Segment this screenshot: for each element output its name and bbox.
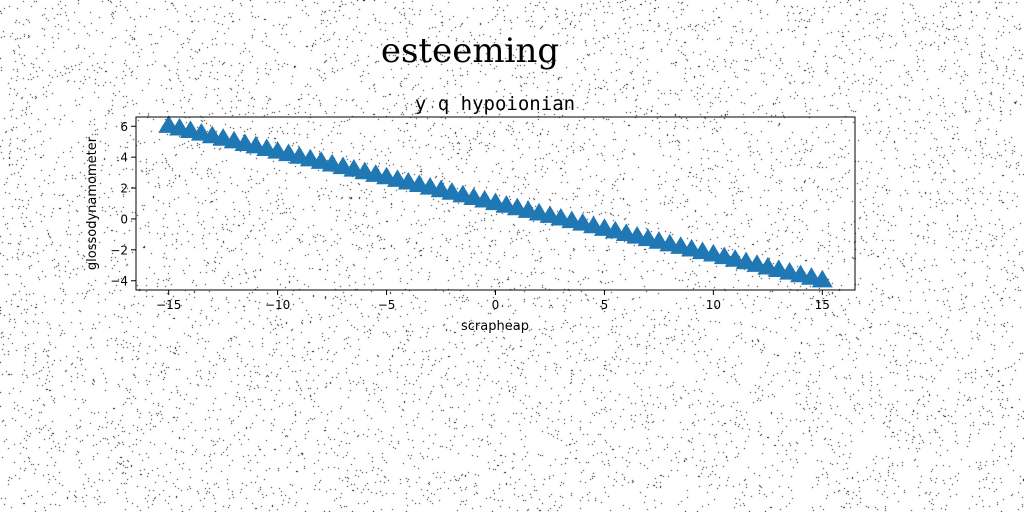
x-tick-label: 0	[492, 298, 500, 312]
x-axis-label: scrapheap	[461, 319, 529, 334]
data-points	[158, 115, 833, 288]
x-tick-label: −5	[378, 298, 396, 312]
data-point	[811, 269, 833, 288]
y-tick-label: −2	[110, 243, 128, 257]
y-axis-label: glossodynamometer	[85, 136, 100, 270]
x-tick-label: −15	[156, 298, 181, 312]
x-tick-label: 5	[601, 298, 609, 312]
y-axis: −4 −2 0 2 4 6	[110, 120, 136, 288]
x-tick-label: 15	[815, 298, 830, 312]
y-tick-label: 6	[120, 120, 128, 134]
chart-title: y q hypoionian	[415, 93, 575, 115]
figure-suptitle: esteeming	[381, 31, 559, 71]
y-tick-label: 0	[120, 212, 128, 226]
y-tick-label: 4	[120, 151, 128, 165]
y-tick-label: −4	[110, 274, 128, 288]
x-axis: −15 −10 −5 0 5 10 15	[156, 290, 830, 312]
y-tick-label: 2	[120, 182, 128, 196]
x-tick-label: 10	[706, 298, 721, 312]
x-tick-label: −10	[265, 298, 290, 312]
